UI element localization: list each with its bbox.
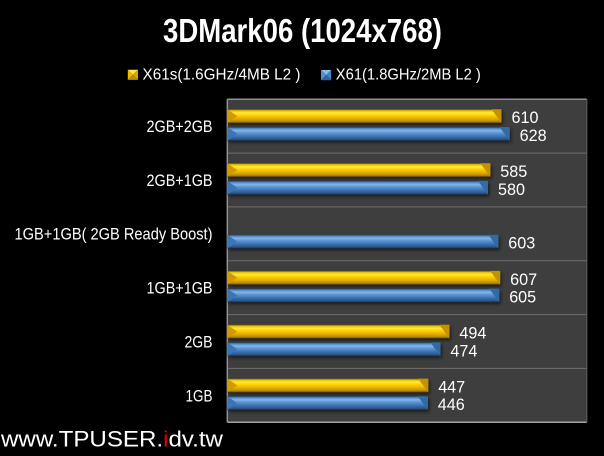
svg-text:628: 628 xyxy=(520,126,547,145)
svg-text:607: 607 xyxy=(510,270,537,289)
svg-text:X61(1.8GHz/2MB L2 ): X61(1.8GHz/2MB L2 ) xyxy=(336,66,481,83)
svg-text:494: 494 xyxy=(459,324,486,343)
svg-text:2GB+1GB: 2GB+1GB xyxy=(147,171,213,190)
svg-text:2GB: 2GB xyxy=(185,332,213,351)
svg-text:446: 446 xyxy=(438,395,465,414)
svg-text:1GB: 1GB xyxy=(186,386,213,405)
svg-text:605: 605 xyxy=(509,288,536,307)
svg-text:1GB+1GB( 2GB Ready Boost): 1GB+1GB( 2GB Ready Boost) xyxy=(15,225,213,244)
svg-text:www.TPUSER.idv.tw: www.TPUSER. idv.tw xyxy=(0,427,224,452)
svg-text:610: 610 xyxy=(512,108,539,127)
svg-text:3DMark06 (1024x768): 3DMark06 (1024x768) xyxy=(163,12,442,49)
svg-text:585: 585 xyxy=(500,162,527,181)
svg-text:1GB+1GB: 1GB+1GB xyxy=(147,279,213,298)
svg-text:603: 603 xyxy=(508,234,535,253)
svg-text:2GB+2GB: 2GB+2GB xyxy=(147,117,213,136)
svg-text:X61s(1.6GHz/4MB L2 ): X61s(1.6GHz/4MB L2 ) xyxy=(143,66,301,83)
svg-text:580: 580 xyxy=(498,180,525,199)
svg-text:447: 447 xyxy=(438,378,465,397)
svg-text:474: 474 xyxy=(450,341,477,360)
